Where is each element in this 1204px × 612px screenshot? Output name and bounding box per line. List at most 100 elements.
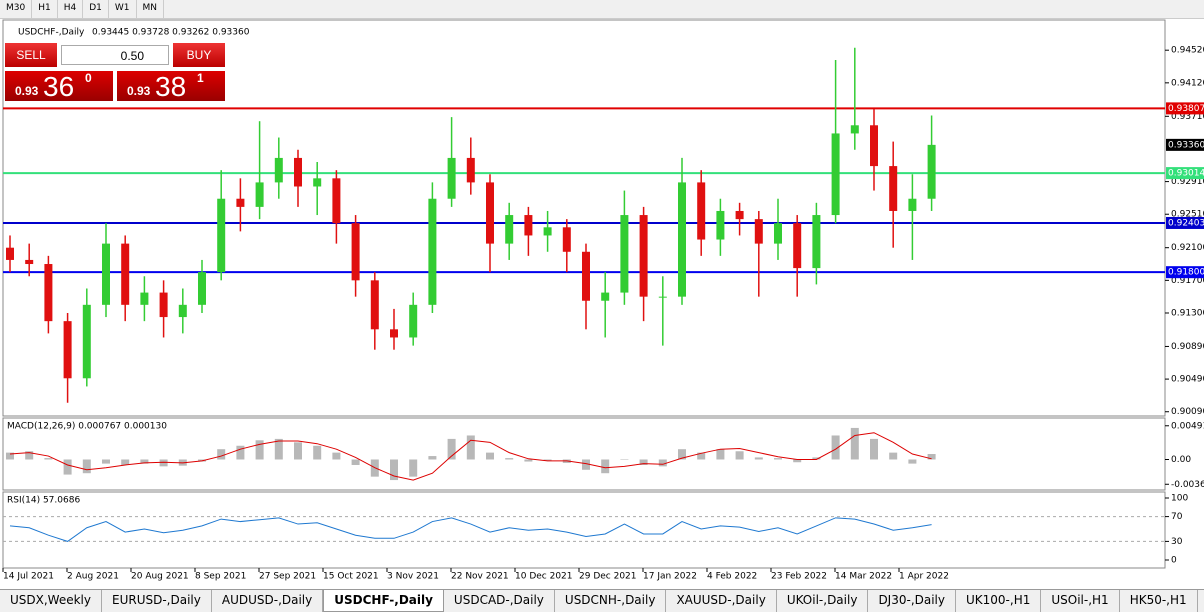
macd-bar: [582, 459, 590, 470]
timeframe-button[interactable]: H1: [32, 0, 58, 18]
macd-bar: [812, 457, 821, 460]
chart-tab[interactable]: USDX,Weekly: [0, 590, 102, 612]
macd-bar: [447, 438, 456, 460]
lot-input[interactable]: 0.50: [61, 45, 169, 65]
candle-body: [274, 157, 283, 183]
date-label: 22 Nov 2021: [451, 572, 509, 582]
ask-prefix: 0.93: [127, 84, 151, 98]
macd-bar: [466, 435, 475, 460]
candle-body: [447, 157, 456, 199]
ask-big: 38: [155, 71, 187, 102]
candle-body: [735, 210, 744, 220]
candle-body: [927, 144, 936, 199]
macd-bar: [754, 457, 763, 460]
macd-bar: [44, 458, 53, 460]
candle-body: [217, 198, 226, 273]
chart-tab[interactable]: EURUSD-,Daily: [102, 590, 212, 612]
buy-button[interactable]: BUY: [173, 43, 225, 67]
timeframe-button[interactable]: W1: [109, 0, 137, 18]
macd-bar: [351, 459, 360, 465]
sell-button[interactable]: SELL: [5, 43, 57, 67]
chart-tab[interactable]: XAUUSD-,Daily: [666, 590, 777, 612]
candle-body: [255, 182, 264, 207]
candle-body: [466, 157, 475, 183]
ask-sup: 1: [197, 71, 204, 85]
timeframe-button[interactable]: M30: [0, 0, 33, 18]
chart-tab[interactable]: UK100-,H1: [956, 590, 1042, 612]
macd-bar: [639, 459, 648, 465]
macd-bar: [505, 458, 514, 460]
symbol-title: USDCHF-,Daily: [18, 28, 85, 38]
macd-bar: [159, 459, 168, 467]
candle-body: [678, 182, 686, 297]
candle-body: [774, 223, 782, 244]
macd-bar: [332, 452, 341, 460]
candle-body: [870, 125, 878, 167]
toolbar: M30 H1 H4 D1 W1 MN: [0, 0, 1204, 19]
chart-tab[interactable]: UKOil-,Daily: [777, 590, 869, 612]
date-label: 20 Aug 2021: [131, 572, 189, 582]
candle-body: [313, 178, 322, 187]
candle-body: [121, 243, 130, 305]
candle-body: [294, 157, 302, 187]
macd-bar: [274, 438, 283, 460]
candle-body: [428, 198, 437, 305]
macd-bar: [908, 459, 917, 464]
chart-tab[interactable]: USOil-,H1: [1041, 590, 1120, 612]
date-label: 14 Mar 2022: [835, 572, 892, 582]
macd-bar: [236, 445, 245, 460]
current-price-label: 0.93360: [1168, 140, 1204, 150]
chart-tab[interactable]: USDCNH-,Daily: [555, 590, 667, 612]
macd-bar: [409, 459, 418, 477]
rsi-tick-label: 0: [1171, 556, 1177, 566]
date-label: 1 Apr 2022: [899, 572, 949, 582]
candle-body: [601, 292, 610, 301]
candle-body: [486, 182, 494, 244]
bid-price[interactable]: 0.93 36 0: [5, 71, 113, 102]
ohlc-text: 0.93445 0.93728 0.93262 0.93360: [92, 28, 250, 38]
ask-price[interactable]: 0.93 38 1: [117, 71, 225, 102]
candle-body: [658, 296, 667, 298]
date-label: 15 Oct 2021: [323, 572, 379, 582]
candle-body: [831, 133, 840, 216]
candle-body: [178, 304, 187, 318]
candle-body: [198, 272, 206, 305]
candle-body: [850, 125, 859, 134]
level-box: [1166, 102, 1204, 115]
date-label: 14 Jul 2021: [3, 572, 54, 582]
chart-tab[interactable]: AUDUSD-,Daily: [212, 590, 324, 612]
date-label: 10 Dec 2021: [515, 572, 573, 582]
chart-tab[interactable]: USDCAD-,Daily: [444, 590, 555, 612]
macd-bar: [217, 449, 226, 460]
candle-body: [102, 243, 110, 305]
candle-body: [697, 182, 706, 240]
rsi-panel: [2, 491, 1166, 569]
timeframe-button[interactable]: D1: [83, 0, 109, 18]
candle-body: [562, 227, 571, 252]
chart-tab[interactable]: DJ30-,Daily: [868, 590, 956, 612]
chart-tab[interactable]: HK50-,H1: [1120, 590, 1198, 612]
level-box: [1166, 167, 1204, 180]
date-label: 29 Dec 2021: [579, 572, 637, 582]
macd-bar: [63, 459, 72, 475]
candle-body: [351, 223, 360, 281]
candle-body: [44, 264, 53, 322]
candle-body: [716, 210, 725, 240]
timeframe-button[interactable]: H4: [58, 0, 84, 18]
candle-body: [639, 215, 648, 297]
chart-tab[interactable]: USDCHF-,Daily: [323, 590, 444, 612]
macd-bar: [774, 458, 782, 460]
date-label: 27 Sep 2021: [259, 572, 316, 582]
rsi-tick-label: 100: [1171, 494, 1188, 504]
tab-bar: USDX,Weekly EURUSD-,Daily AUDUSD-,Daily USD…: [0, 589, 1204, 612]
macd-panel: [2, 417, 1166, 491]
level-box: [1166, 216, 1204, 229]
candle-body: [908, 198, 917, 211]
macd-signal: [9, 432, 932, 481]
macd-bar: [793, 459, 802, 463]
timeframe-button[interactable]: MN: [137, 0, 164, 18]
